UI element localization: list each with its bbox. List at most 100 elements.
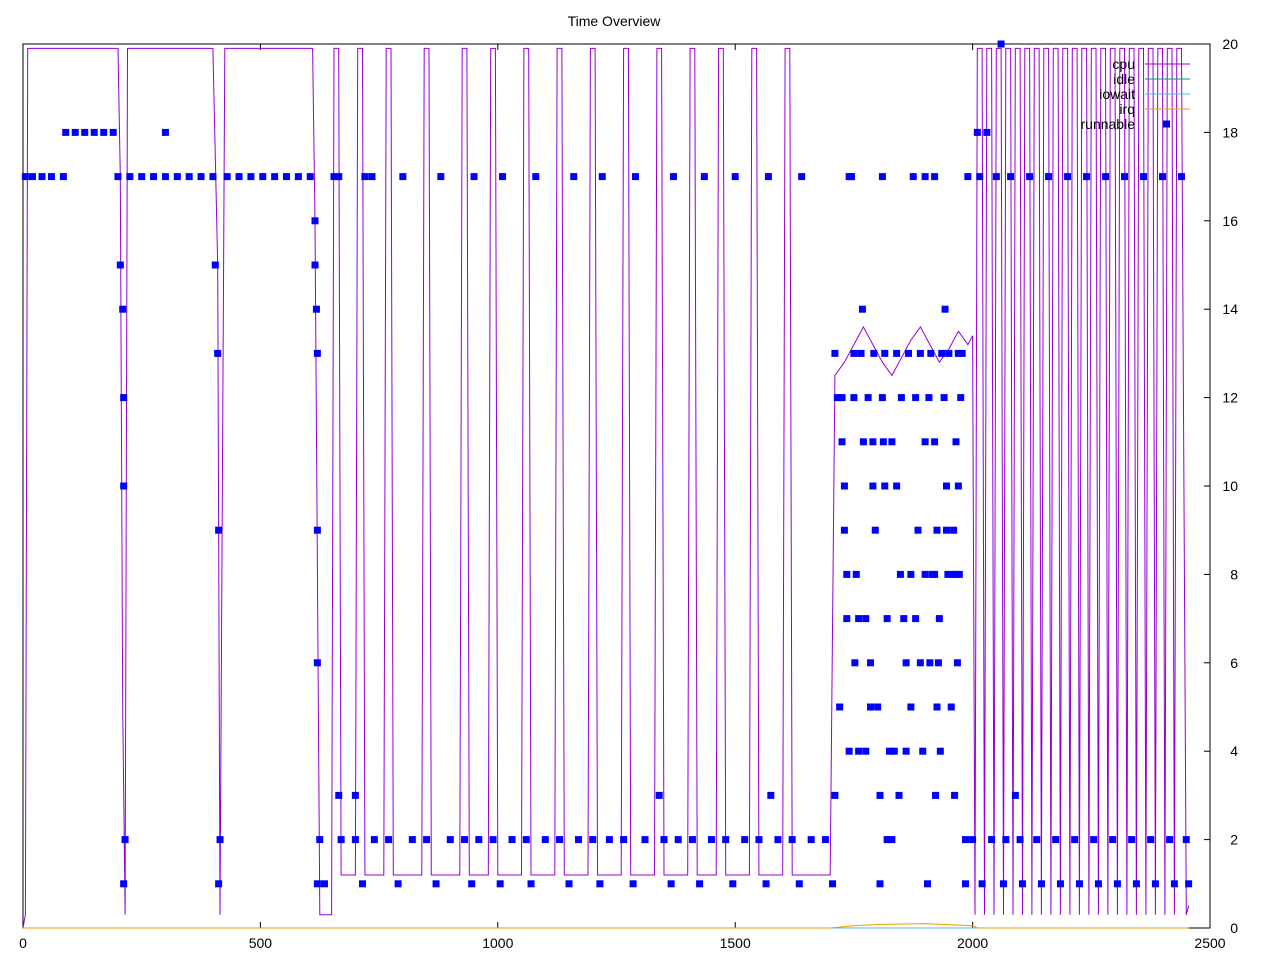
runnable-point: [605, 836, 613, 844]
runnable-point: [942, 526, 950, 534]
runnable-point: [589, 836, 597, 844]
runnable-point: [755, 836, 763, 844]
runnable-point: [368, 173, 376, 181]
runnable-point: [936, 747, 944, 755]
runnable-point: [741, 836, 749, 844]
runnable-point: [997, 40, 1005, 48]
runnable-point: [788, 836, 796, 844]
runnable-point: [489, 836, 497, 844]
runnable-point: [370, 836, 378, 844]
runnable-point: [283, 173, 291, 181]
runnable-point: [952, 438, 960, 446]
runnable-point: [541, 836, 549, 844]
y-tick-label: 20: [1222, 36, 1238, 52]
runnable-point: [867, 659, 875, 667]
runnable-point: [408, 836, 416, 844]
runnable-point: [925, 394, 933, 402]
runnable-point: [838, 394, 846, 402]
runnable-point: [598, 173, 606, 181]
runnable-point: [81, 128, 89, 136]
y-tick-label: 18: [1222, 124, 1238, 140]
runnable-point: [1147, 836, 1155, 844]
runnable-point: [556, 836, 564, 844]
runnable-point: [942, 482, 950, 490]
runnable-point: [907, 703, 915, 711]
runnable-point: [973, 128, 981, 136]
runnable-point: [840, 482, 848, 490]
runnable-point: [879, 438, 887, 446]
runnable-point: [938, 349, 946, 357]
runnable-point: [947, 703, 955, 711]
runnable-point: [1007, 173, 1015, 181]
runnable-point: [223, 173, 231, 181]
runnable-point: [313, 880, 321, 888]
runnable-point: [876, 880, 884, 888]
runnable-point: [888, 438, 896, 446]
runnable-point: [1056, 880, 1064, 888]
runnable-point: [926, 659, 934, 667]
runnable-point: [1045, 173, 1053, 181]
x-tick-label: 500: [249, 935, 273, 951]
runnable-point: [893, 349, 901, 357]
runnable-point: [1102, 173, 1110, 181]
runnable-point: [211, 261, 219, 269]
chart-title: Time Overview: [568, 13, 662, 29]
runnable-point: [852, 570, 860, 578]
runnable-point: [907, 570, 915, 578]
runnable-point: [912, 615, 920, 623]
runnable-point: [931, 438, 939, 446]
runnable-point: [313, 659, 321, 667]
runnable-point: [923, 880, 931, 888]
runnable-point: [983, 128, 991, 136]
runnable-point: [631, 173, 639, 181]
runnable-point: [1071, 836, 1079, 844]
runnable-point: [933, 703, 941, 711]
y-axis: 0 2 4 6 8 10 12 14 16 18 20: [1204, 36, 1238, 936]
x-tick-label: 2500: [1194, 935, 1225, 951]
runnable-point: [62, 128, 70, 136]
runnable-point: [109, 128, 117, 136]
runnable-point: [1185, 880, 1193, 888]
runnable-point: [871, 526, 879, 534]
runnable-point: [893, 482, 901, 490]
runnable-point: [126, 173, 134, 181]
runnable-point: [858, 305, 866, 313]
runnable-point: [869, 438, 877, 446]
runnable-point: [499, 173, 507, 181]
runnable-point: [1128, 836, 1136, 844]
runnable-point: [1037, 880, 1045, 888]
runnable-point: [934, 659, 942, 667]
runnable-point: [969, 836, 977, 844]
runnable-point: [575, 836, 583, 844]
runnable-point: [1064, 173, 1072, 181]
runnable-point: [850, 349, 858, 357]
runnable-point: [119, 305, 127, 313]
runnable-point: [508, 836, 516, 844]
runnable-point: [845, 747, 853, 755]
runnable-point: [961, 836, 969, 844]
runnable-point: [475, 836, 483, 844]
runnable-point: [120, 394, 128, 402]
runnable-point: [897, 394, 905, 402]
runnable-point: [532, 173, 540, 181]
runnable-point: [470, 173, 478, 181]
legend-label-runnable: runnable: [1081, 116, 1136, 132]
runnable-point: [161, 173, 169, 181]
runnable-point: [878, 394, 886, 402]
runnable-point: [121, 836, 129, 844]
runnable-point: [655, 791, 663, 799]
runnable-point: [337, 836, 345, 844]
runnable-point: [955, 570, 963, 578]
runnable-point: [312, 305, 320, 313]
runnable-point: [992, 173, 1000, 181]
runnable-point: [855, 615, 863, 623]
legend-swatch-runnable: [1163, 120, 1170, 128]
runnable-point: [722, 836, 730, 844]
runnable-point: [90, 128, 98, 136]
runnable-point: [1090, 836, 1098, 844]
runnable-point: [833, 394, 841, 402]
runnable-point: [1026, 173, 1034, 181]
runnable-point: [916, 349, 924, 357]
runnable-point: [851, 659, 859, 667]
runnable-point: [423, 836, 431, 844]
